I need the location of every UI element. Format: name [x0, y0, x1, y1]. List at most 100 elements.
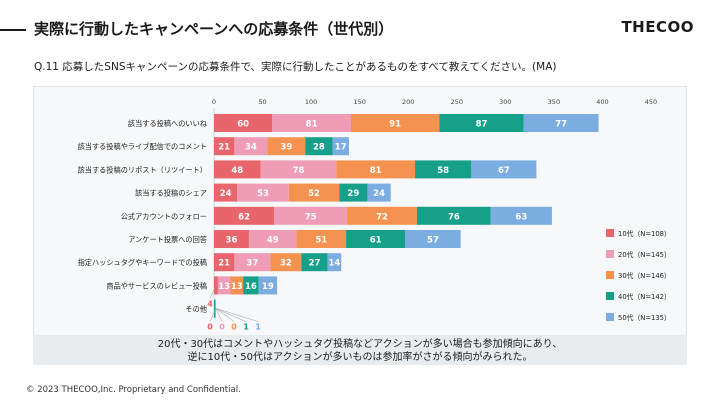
page-title: 実際に行動したキャンペーンへの応募条件（世代別） — [34, 20, 394, 38]
data-label: 21 — [218, 259, 230, 269]
bar-segment-2 — [248, 230, 297, 248]
question-text: Q.11 応募したSNSキャンペーンの応募条件で、実際に行動したことがあるものを… — [34, 61, 557, 73]
legend-label: 20代（N=145） — [618, 250, 671, 259]
bar-segment-3 — [350, 114, 440, 132]
x-tick-label: 50 — [258, 98, 266, 106]
data-label: 91 — [389, 120, 401, 130]
bar-segment-4 — [301, 253, 328, 272]
bar-segment-2 — [274, 206, 348, 225]
data-label: 81 — [306, 120, 318, 130]
legend-swatch-2 — [606, 250, 614, 258]
callout-data-label: 0 — [207, 323, 213, 332]
data-label: 87 — [476, 120, 488, 130]
data-label: 19 — [262, 282, 274, 292]
bar-segment-1 — [214, 183, 238, 202]
x-tick-label: 0 — [212, 98, 216, 106]
bar-segment-5 — [471, 160, 537, 179]
x-tick-label: 150 — [353, 98, 365, 106]
legend-swatch-3 — [606, 271, 614, 279]
callout-data-label: 1 — [243, 323, 249, 332]
callout-line — [215, 308, 247, 322]
category-label: 該当する投稿のリポスト（リツイート） — [78, 165, 207, 174]
callout-data-label: 1 — [255, 323, 261, 332]
x-tick-label: 450 — [645, 98, 657, 106]
data-label: 57 — [427, 236, 439, 246]
x-tick-label: 300 — [499, 98, 511, 106]
data-label: 37 — [246, 259, 258, 269]
bar-segment-5 — [523, 114, 599, 132]
data-label: 53 — [257, 189, 269, 199]
bar-segment-3 — [267, 137, 306, 156]
bar-segment-1 — [214, 253, 235, 272]
bar-segment-1 — [214, 206, 275, 225]
bar-segment-5 — [214, 299, 216, 318]
data-label: 16 — [245, 282, 257, 292]
bar-segment-4 — [346, 230, 406, 248]
bar-segment-1 — [214, 230, 249, 248]
bar-segment-4 — [305, 137, 333, 156]
callout-data-label: 0 — [231, 323, 237, 332]
data-label: 72 — [376, 212, 388, 222]
category-label: 商品やサービスのレビュー投稿 — [106, 281, 207, 290]
bar-segment-2 — [234, 253, 271, 272]
data-label: 48 — [231, 166, 243, 176]
data-label: 24 — [220, 189, 232, 199]
summary-line-1: 20代・30代はコメントやハッシュタグ投稿などアクションが多い場合も参加傾向にあ… — [157, 339, 563, 350]
chart-panel — [33, 86, 687, 365]
bar-segment-5 — [405, 230, 461, 248]
legend-label: 30代（N=146） — [618, 271, 671, 280]
data-label: 61 — [370, 236, 382, 246]
data-label: 21 — [218, 143, 230, 153]
data-label: 49 — [267, 236, 279, 246]
bar-segment-5 — [367, 183, 391, 202]
data-label: 36 — [226, 236, 238, 246]
category-label: 該当する投稿のシェア — [135, 189, 207, 198]
data-label: 77 — [555, 120, 567, 130]
x-tick-label: 100 — [305, 98, 317, 106]
data-label: 28 — [313, 143, 325, 153]
bar-segment-3 — [296, 230, 347, 248]
data-label: 27 — [309, 259, 321, 269]
callout-line — [209, 308, 217, 322]
x-tick-label: 200 — [402, 98, 414, 106]
bar-segment-4 — [214, 299, 215, 318]
legend-label: 50代（N=135） — [618, 313, 671, 322]
bar-segment-5 — [332, 137, 349, 156]
bar-segment-4 — [416, 206, 491, 225]
bar-segment-4 — [243, 276, 259, 295]
data-label: 75 — [305, 212, 317, 222]
data-label: 24 — [373, 189, 385, 199]
data-label: 62 — [238, 212, 250, 222]
data-label: 78 — [293, 166, 305, 176]
x-tick-label: 350 — [548, 98, 560, 106]
bar-segment-5 — [327, 253, 342, 272]
data-label: 34 — [245, 143, 257, 153]
summary-line-2: 逆に10代・50代はアクションが多いものは参加率がさがる傾向がみられた。 — [187, 352, 533, 363]
category-label: アンケート投票への回答 — [128, 235, 207, 244]
bar-segment-1 — [214, 137, 235, 156]
data-label: 60 — [237, 120, 249, 130]
data-label: 32 — [280, 259, 292, 269]
category-label: その他 — [185, 305, 207, 314]
legend-swatch-4 — [606, 292, 614, 300]
title-accent-line — [0, 29, 26, 31]
bar-segment-4 — [415, 160, 472, 179]
legend-label: 10代（N=108） — [618, 229, 671, 238]
data-label: 76 — [448, 212, 460, 222]
legend-swatch-1 — [606, 229, 614, 237]
data-label: 51 — [315, 236, 327, 246]
data-label: 39 — [280, 143, 292, 153]
category-label: 指定ハッシュタグやキーワードでの投稿 — [78, 258, 207, 267]
bar-segment-2 — [217, 276, 231, 295]
callout-line — [215, 308, 235, 322]
category-label: 該当する投稿へのいいね — [128, 119, 207, 128]
bar-segment-4 — [439, 114, 524, 132]
bar-segment-1 — [214, 160, 261, 179]
x-tick-label: 250 — [451, 98, 463, 106]
data-label: 52 — [308, 189, 320, 199]
data-label: 17 — [335, 143, 347, 153]
bar-segment-3 — [347, 206, 417, 225]
bar-segment-2 — [234, 137, 268, 156]
bar-segment-5 — [258, 276, 278, 295]
